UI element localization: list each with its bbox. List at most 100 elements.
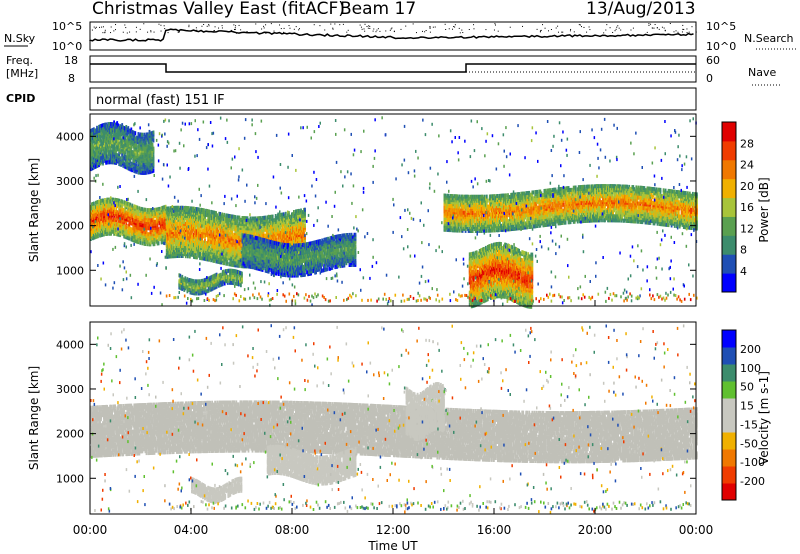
data-cell xyxy=(233,263,236,268)
data-cell xyxy=(205,208,207,213)
nsearch-dot xyxy=(682,28,684,30)
data-cell xyxy=(216,223,219,228)
data-cell xyxy=(103,200,105,205)
data-cell xyxy=(149,218,152,223)
data-cell xyxy=(163,213,166,218)
data-cell xyxy=(233,249,236,254)
data-cell xyxy=(196,237,198,242)
data-cell xyxy=(233,214,236,219)
nsearch-dot xyxy=(342,23,344,25)
data-cell xyxy=(180,215,183,220)
data-cell xyxy=(296,221,298,226)
data-cell xyxy=(165,248,168,253)
nsearch-dot xyxy=(372,30,374,32)
nsearch-dot xyxy=(339,24,341,26)
data-cell xyxy=(151,234,154,239)
data-cell xyxy=(140,206,143,211)
data-cell xyxy=(163,205,166,210)
data-cell xyxy=(186,252,188,257)
nsearch-dot xyxy=(616,26,618,28)
data-cell xyxy=(228,224,231,228)
data-cell xyxy=(223,249,226,254)
data-cell xyxy=(273,218,276,223)
data-cell xyxy=(195,225,197,230)
data-cell xyxy=(228,236,231,241)
data-cell xyxy=(120,203,123,208)
data-cell xyxy=(109,197,111,202)
data-cell xyxy=(187,206,189,211)
data-cell xyxy=(191,224,193,229)
data-cell xyxy=(287,213,289,218)
data-cell xyxy=(282,228,285,233)
data-cell xyxy=(174,232,177,236)
data-cell xyxy=(221,230,224,235)
data-cell xyxy=(215,211,217,216)
nsearch-dot xyxy=(675,30,677,32)
nsearch-dot xyxy=(630,29,632,31)
data-cell xyxy=(221,242,224,247)
data-cell xyxy=(156,207,159,212)
data-cell xyxy=(223,237,226,241)
data-cell xyxy=(294,213,296,218)
data-cell xyxy=(299,252,301,257)
data-cell xyxy=(212,240,214,245)
nsearch-dot xyxy=(346,31,348,33)
freq-unit: [MHz] xyxy=(6,67,38,80)
data-cell xyxy=(109,203,111,208)
data-cell xyxy=(212,210,214,215)
nsearch-dot xyxy=(588,26,590,28)
data-cell xyxy=(177,213,180,218)
data-cell xyxy=(265,247,268,252)
data-cell xyxy=(129,216,132,221)
data-cell xyxy=(225,231,228,236)
data-cell xyxy=(230,236,233,241)
data-cell xyxy=(170,250,173,255)
data-cell xyxy=(93,227,95,232)
data-cell xyxy=(135,215,138,220)
data-cell xyxy=(161,236,164,240)
data-cell xyxy=(109,223,111,228)
nsearch-dot xyxy=(233,24,235,26)
data-cell xyxy=(303,226,305,230)
data-cell xyxy=(153,207,156,212)
data-cell xyxy=(242,216,245,221)
data-cell xyxy=(241,233,244,238)
data-cell xyxy=(223,239,226,244)
data-cell xyxy=(174,205,177,210)
data-cell xyxy=(205,220,207,225)
nsearch-dot xyxy=(681,31,683,33)
data-cell xyxy=(210,250,212,255)
data-cell xyxy=(251,220,254,225)
data-cell xyxy=(217,251,220,256)
data-cell xyxy=(173,250,176,255)
data-cell xyxy=(241,247,244,252)
data-cell xyxy=(98,199,100,204)
data-cell xyxy=(245,232,248,237)
data-cell xyxy=(157,233,160,238)
data-cell xyxy=(238,251,241,256)
data-cell xyxy=(150,218,153,223)
data-cell xyxy=(292,212,294,217)
data-cell xyxy=(264,221,267,226)
data-cell xyxy=(161,228,164,232)
data-cell xyxy=(250,218,253,223)
nsearch-dot xyxy=(234,27,236,29)
data-cell xyxy=(302,210,304,215)
data-cell xyxy=(100,209,102,214)
data-cell xyxy=(101,206,103,211)
data-cell xyxy=(199,229,201,234)
data-cell xyxy=(247,256,250,261)
nsearch-dot xyxy=(201,25,203,27)
data-cell xyxy=(266,215,269,220)
data-cell xyxy=(231,238,234,243)
nsearch-dot xyxy=(113,30,115,32)
data-cell xyxy=(135,205,138,210)
data-cell xyxy=(177,239,180,244)
nsky-panel xyxy=(89,21,697,51)
data-cell xyxy=(177,205,180,210)
data-cell xyxy=(203,234,205,239)
data-cell xyxy=(119,225,122,230)
data-cell xyxy=(101,226,103,231)
data-cell xyxy=(116,222,119,227)
